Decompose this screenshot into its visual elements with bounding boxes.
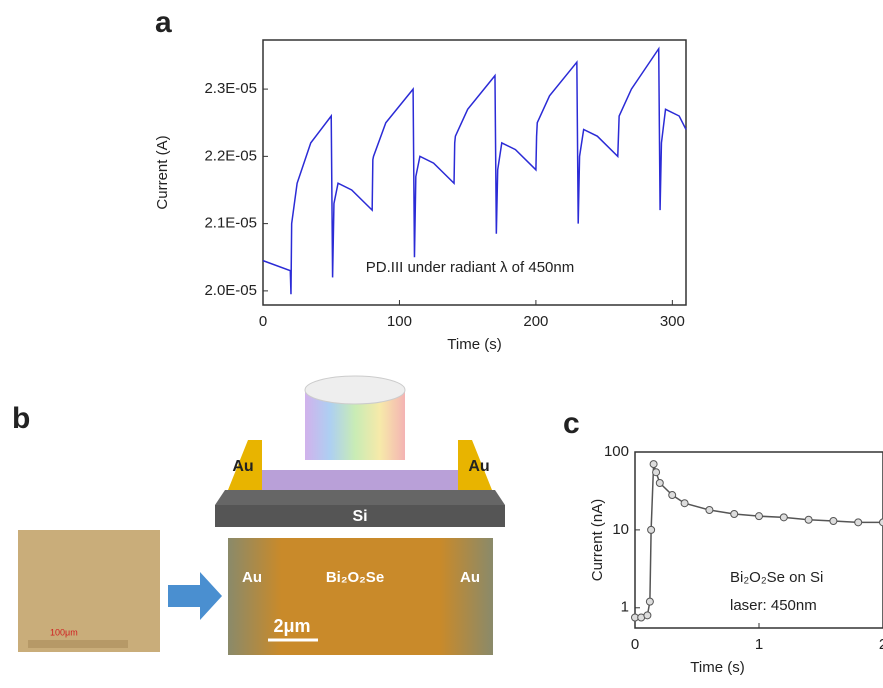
substrate-label: Si (352, 508, 367, 525)
data-point (653, 469, 660, 476)
data-point (650, 461, 657, 468)
data-point (830, 518, 837, 525)
y-axis-label: Current (nA) (589, 499, 606, 582)
x-axis-label: Time (s) (447, 336, 501, 353)
data-point (805, 516, 812, 523)
annotation: PD.III under radiant λ of 450nm (366, 259, 574, 276)
data-point (656, 479, 663, 486)
panel-label: c (563, 407, 580, 440)
annotation: laser: 450nm (730, 597, 817, 614)
data-point (756, 513, 763, 520)
y-tick-label: 1 (621, 599, 629, 616)
y-tick-label: 10 (612, 521, 629, 538)
x-tick-label: 0 (631, 636, 639, 653)
data-point (644, 612, 651, 619)
data-point (646, 598, 653, 605)
data-point (855, 519, 862, 526)
electrode-label: Au (232, 458, 253, 475)
sem-label: Au (460, 569, 480, 586)
data-point (669, 492, 676, 499)
x-tick-label: 200 (523, 313, 548, 330)
data-point (706, 507, 713, 514)
y-tick-label: 2.3E-05 (204, 80, 257, 97)
y-axis-label: Current (A) (154, 135, 171, 209)
x-tick-label: 1 (755, 636, 763, 653)
y-tick-label: 100 (604, 443, 629, 460)
data-point (648, 526, 655, 533)
figure: a b c Au Au Si Au Bi₂O₂Se Au 2μm 100μm 0… (0, 0, 883, 683)
scale-bar-label: 2μm (273, 616, 310, 636)
panel-label: b (12, 402, 30, 435)
sem-label: Au (242, 569, 262, 586)
data-point (731, 510, 738, 517)
data-line (263, 49, 686, 294)
data-point (780, 514, 787, 521)
x-tick-label: 100 (387, 313, 412, 330)
x-axis-label: Time (s) (690, 659, 744, 676)
y-tick-label: 2.0E-05 (204, 282, 257, 299)
x-tick-label: 300 (660, 313, 685, 330)
sem-label: Bi₂O₂Se (326, 569, 384, 586)
x-tick-label: 2 (879, 636, 883, 653)
y-tick-label: 2.2E-05 (204, 147, 257, 164)
annotation: Bi₂O₂Se on Si (730, 569, 823, 586)
y-tick-label: 2.1E-05 (204, 215, 257, 232)
scale-bar-label: 100μm (50, 627, 78, 637)
data-line (635, 464, 883, 617)
device-schematic (18, 376, 505, 655)
panel-label: a (155, 6, 172, 39)
data-point (681, 500, 688, 507)
electrode-label: Au (468, 458, 489, 475)
data-point (880, 519, 883, 526)
x-tick-label: 0 (259, 313, 267, 330)
